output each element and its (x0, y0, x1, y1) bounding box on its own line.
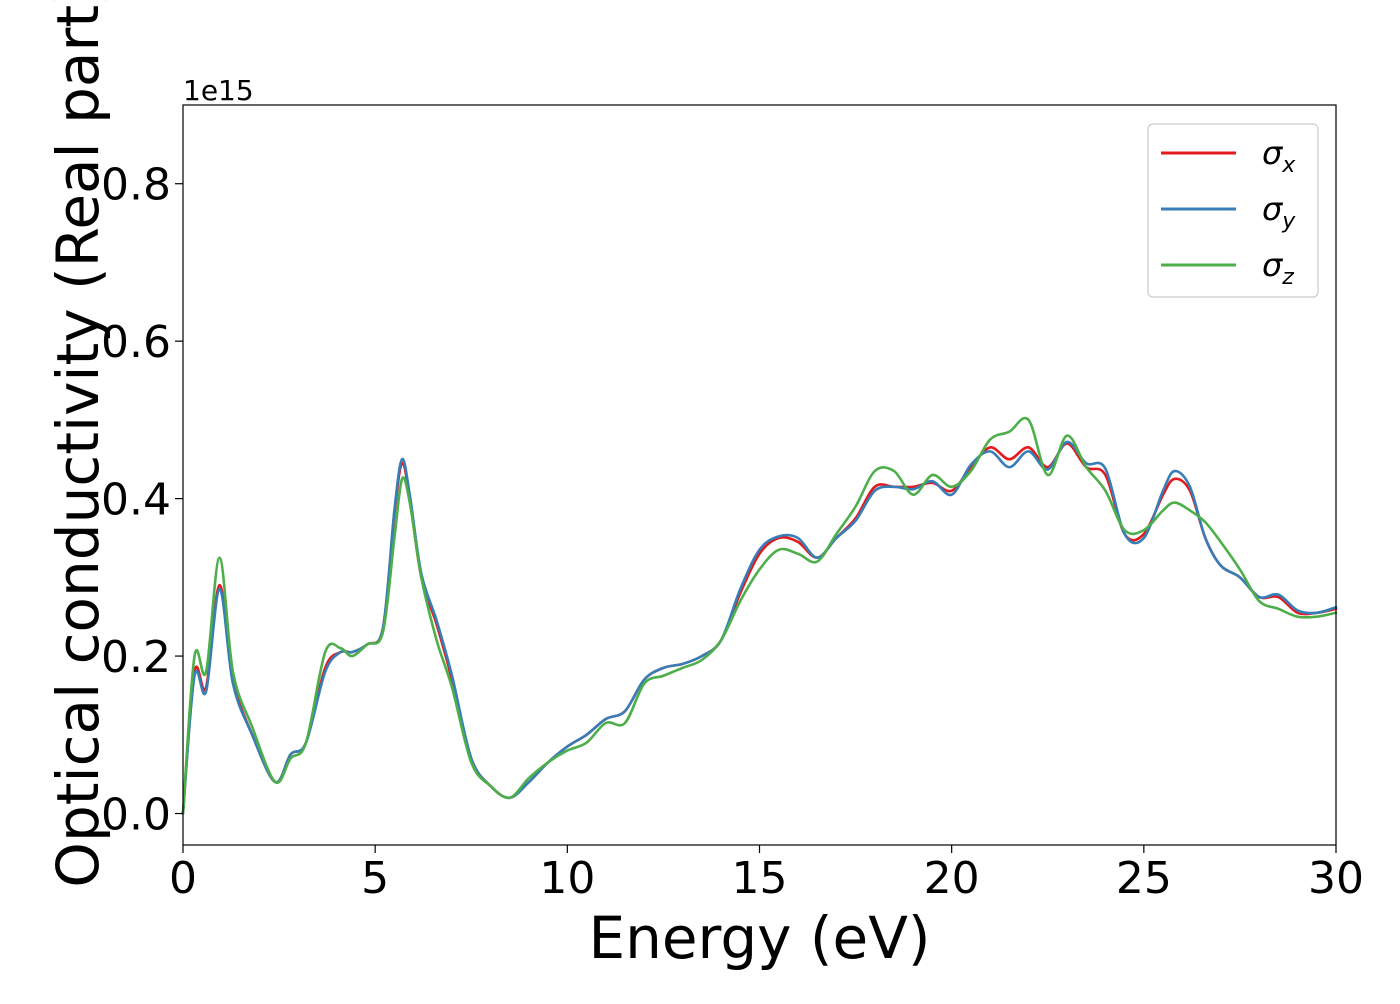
legend-label-symbol: σ (1262, 190, 1284, 228)
y-axis-label: Optical conductivity (Real part) (44, 0, 112, 888)
series-layer (181, 416, 1338, 815)
x-tick-label: 20 (924, 853, 980, 904)
x-tick-label: 5 (361, 853, 389, 904)
y-tick-label: 0.8 (101, 160, 171, 211)
x-tick-label: 30 (1308, 853, 1364, 904)
legend-label-x: σx (1262, 134, 1296, 178)
y-tick-label: 0.4 (101, 475, 171, 526)
legend-label-subscript: x (1281, 153, 1296, 178)
x-tick-label: 15 (732, 853, 788, 904)
legend-label-z: σz (1262, 246, 1294, 290)
y-axis-ticks: 0.0 0.2 0.4 0.6 0.8 (101, 160, 183, 841)
y-tick-label: 0.2 (101, 632, 171, 683)
x-axis-label: Energy (eV) (588, 904, 930, 972)
legend-label-symbol: σ (1262, 246, 1284, 284)
legend-label-subscript: z (1281, 265, 1294, 290)
series-line-y (181, 440, 1338, 815)
legend-label-symbol: σ (1262, 134, 1284, 172)
x-axis-ticks: 0 5 10 15 20 25 30 (169, 845, 1364, 904)
series-line-x (181, 442, 1338, 815)
legend-label-subscript: y (1281, 209, 1296, 234)
y-tick-label: 0.0 (101, 790, 171, 841)
y-tick-label: 0.6 (101, 317, 171, 368)
y-axis-offset-text: 1e15 (183, 74, 254, 107)
series-line-z (181, 416, 1338, 815)
legend-label-y: σy (1262, 190, 1296, 234)
x-tick-label: 10 (539, 853, 595, 904)
x-tick-label: 25 (1116, 853, 1172, 904)
x-tick-label: 0 (169, 853, 197, 904)
